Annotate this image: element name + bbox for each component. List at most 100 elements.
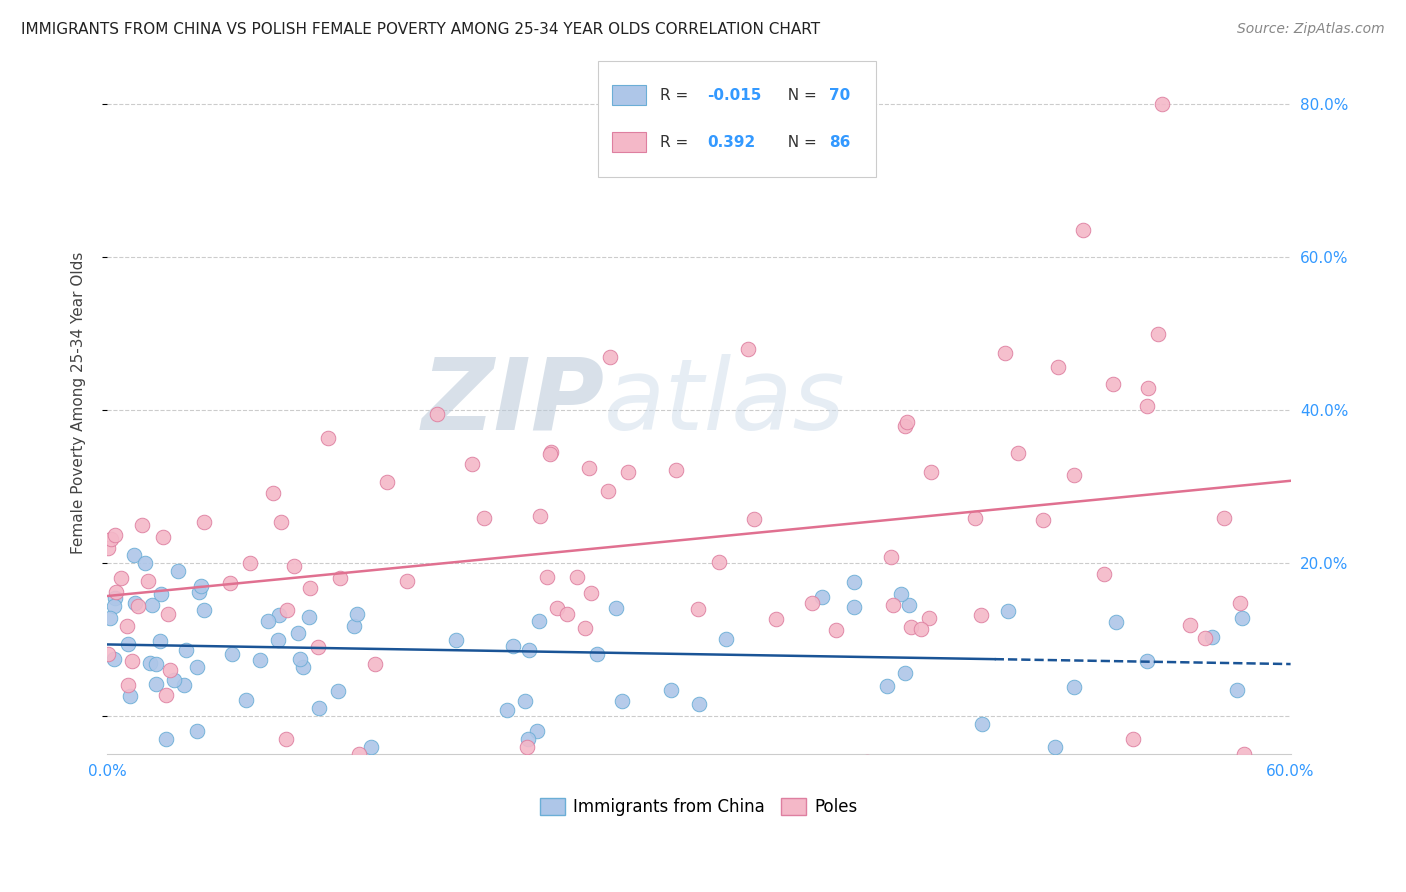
Point — [1046, 359, 1069, 374]
Point — [970, 608, 993, 623]
Point — [104, 527, 127, 541]
FancyBboxPatch shape — [598, 62, 876, 178]
Point — [538, 447, 561, 461]
Point — [97, 541, 120, 555]
Point — [526, 724, 548, 739]
Point — [472, 510, 495, 524]
Point — [599, 350, 621, 364]
Point — [291, 660, 314, 674]
Point — [167, 564, 190, 578]
Point — [578, 460, 600, 475]
Point — [586, 647, 609, 661]
Point — [617, 465, 640, 479]
Text: IMMIGRANTS FROM CHINA VS POLISH FEMALE POVERTY AMONG 25-34 YEAR OLDS CORRELATION: IMMIGRANTS FROM CHINA VS POLISH FEMALE P… — [21, 22, 820, 37]
Point — [894, 419, 917, 434]
Point — [267, 632, 290, 647]
Point — [110, 571, 132, 585]
Point — [115, 619, 138, 633]
Text: -0.015: -0.015 — [707, 87, 762, 103]
Point — [360, 739, 382, 754]
Point — [270, 515, 292, 529]
Text: 86: 86 — [830, 135, 851, 150]
Point — [707, 555, 730, 569]
Point — [529, 509, 551, 524]
Point — [276, 603, 298, 617]
Point — [1092, 566, 1115, 581]
Point — [546, 601, 568, 615]
Point — [994, 345, 1017, 359]
Point — [540, 445, 562, 459]
Point — [1194, 631, 1216, 645]
Point — [496, 703, 519, 717]
Point — [283, 558, 305, 573]
Text: 70: 70 — [830, 87, 851, 103]
Text: R =: R = — [659, 135, 697, 150]
Point — [326, 684, 349, 698]
Text: N =: N = — [778, 87, 821, 103]
Text: 0.392: 0.392 — [707, 135, 755, 150]
Point — [579, 585, 602, 599]
Point — [714, 632, 737, 646]
Point — [1105, 615, 1128, 629]
Point — [134, 556, 156, 570]
Point — [155, 688, 177, 702]
Point — [127, 599, 149, 613]
Point — [131, 517, 153, 532]
Point — [737, 342, 759, 356]
Point — [221, 647, 243, 661]
Point — [262, 486, 284, 500]
Text: ZIP: ZIP — [422, 354, 605, 451]
Point — [1152, 97, 1174, 112]
Point — [163, 673, 186, 688]
Point — [190, 579, 212, 593]
Point — [1043, 739, 1066, 754]
Point — [1136, 399, 1159, 413]
Point — [1136, 654, 1159, 668]
Point — [536, 569, 558, 583]
Point — [117, 637, 139, 651]
Point — [920, 465, 942, 479]
Point — [910, 622, 932, 636]
Point — [308, 700, 330, 714]
Point — [299, 581, 322, 595]
Text: R =: R = — [659, 87, 693, 103]
Point — [565, 570, 588, 584]
Point — [176, 643, 198, 657]
Point — [426, 407, 449, 421]
Point — [150, 586, 173, 600]
Text: Source: ZipAtlas.com: Source: ZipAtlas.com — [1237, 22, 1385, 37]
Point — [1136, 381, 1159, 395]
Point — [876, 679, 898, 693]
Point — [1147, 326, 1170, 341]
Point — [104, 584, 127, 599]
Point — [918, 611, 941, 625]
Point — [461, 457, 484, 471]
FancyBboxPatch shape — [613, 85, 645, 105]
Point — [1226, 683, 1249, 698]
Point — [100, 532, 122, 546]
Point — [963, 511, 986, 525]
Point — [159, 664, 181, 678]
Point — [187, 585, 209, 599]
Point — [1201, 630, 1223, 644]
Point — [136, 574, 159, 589]
Point — [1007, 446, 1029, 460]
Point — [897, 598, 920, 612]
Point — [527, 614, 550, 628]
Point — [218, 576, 240, 591]
Point — [103, 599, 125, 613]
Point — [446, 633, 468, 648]
Point — [555, 607, 578, 621]
Point — [801, 595, 824, 609]
Point — [574, 621, 596, 635]
Point — [347, 747, 370, 762]
Point — [316, 432, 339, 446]
Point — [659, 682, 682, 697]
Point — [117, 678, 139, 692]
Point — [1229, 596, 1251, 610]
Point — [118, 689, 141, 703]
Point — [104, 591, 127, 605]
Point — [256, 614, 278, 628]
Point — [688, 697, 710, 711]
Point — [1063, 467, 1085, 482]
